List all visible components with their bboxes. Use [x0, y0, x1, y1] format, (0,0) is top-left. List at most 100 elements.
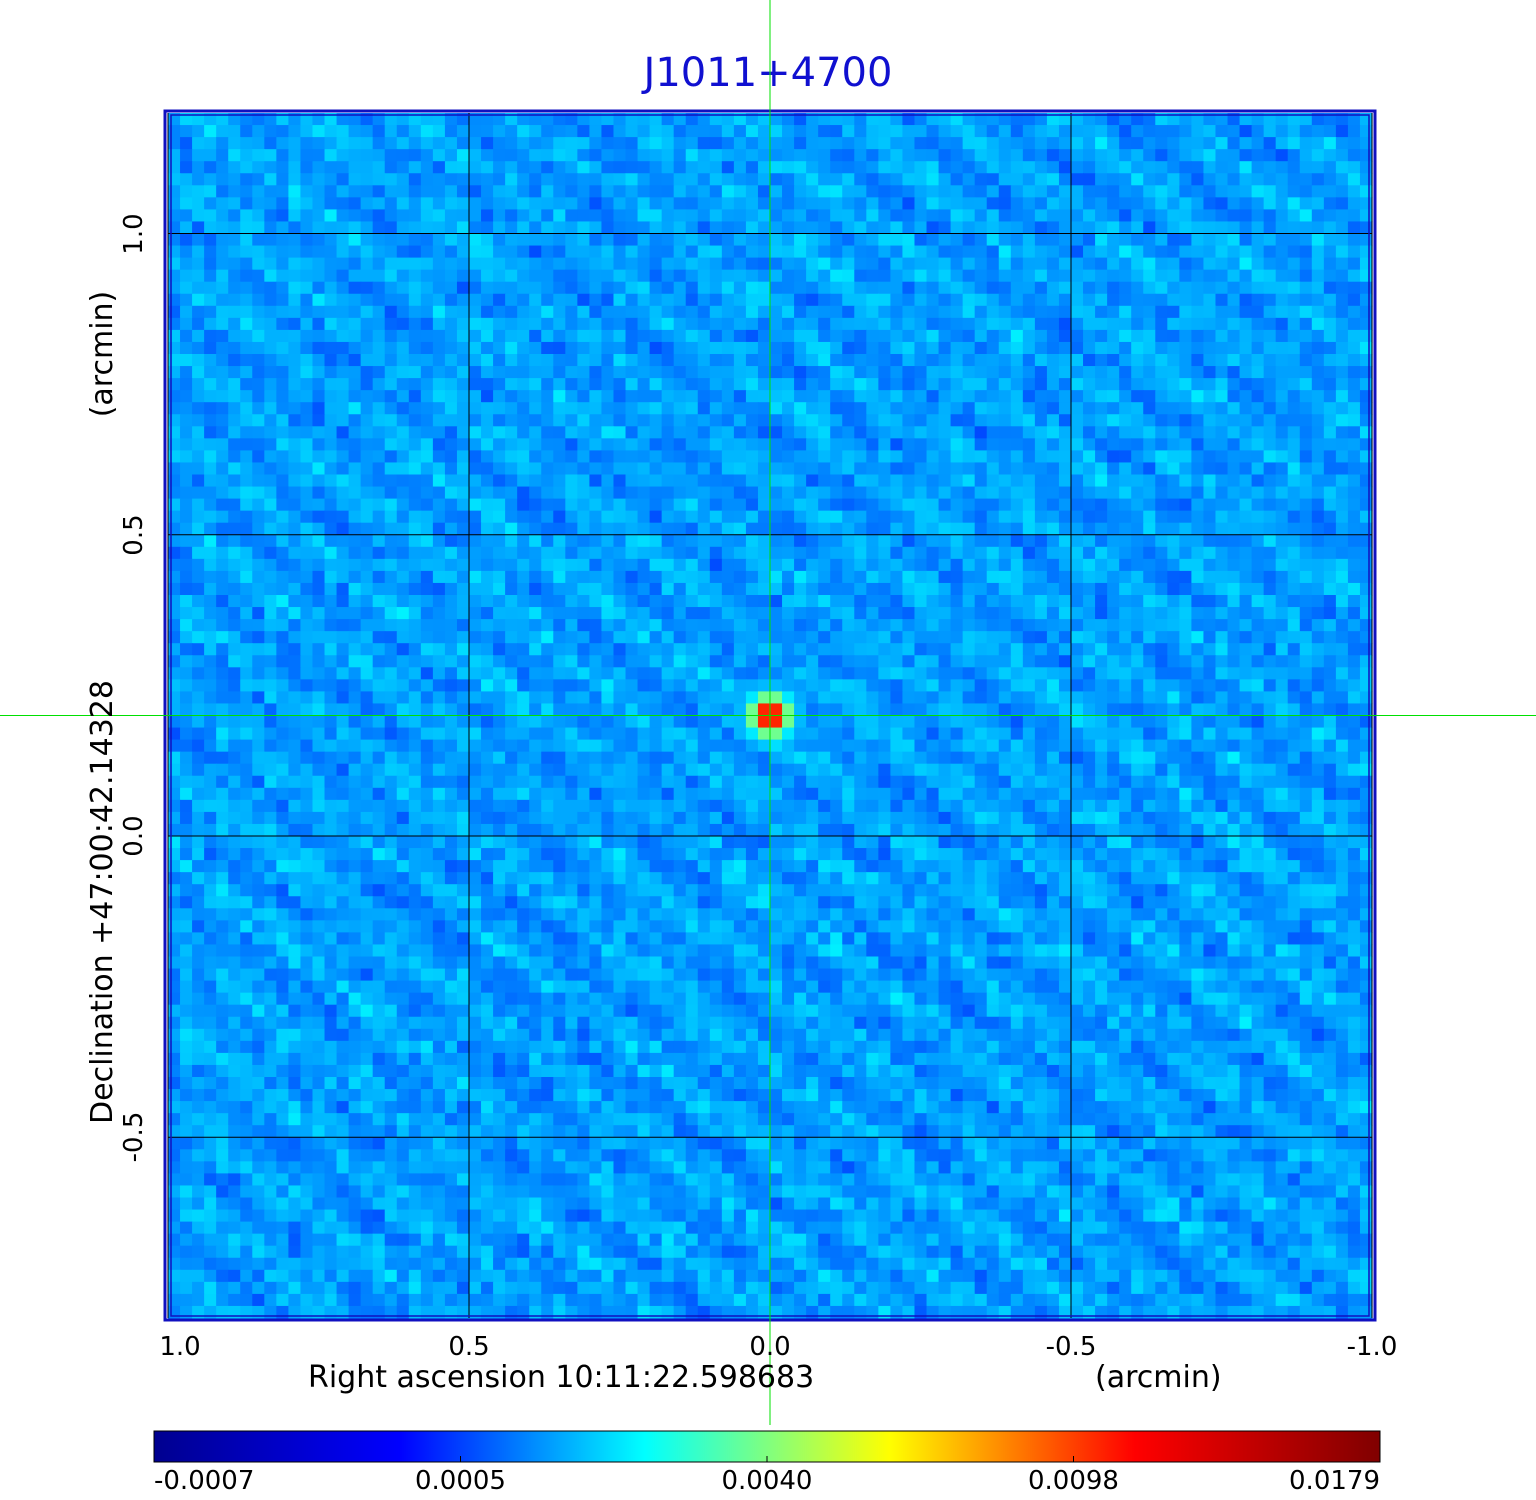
- heatmap-cell: [204, 570, 217, 584]
- heatmap-cell: [529, 450, 542, 464]
- heatmap-cell: [420, 558, 434, 572]
- heatmap-cell: [312, 450, 326, 464]
- heatmap-cell: [685, 329, 699, 343]
- heatmap-cell: [1046, 173, 1060, 186]
- heatmap-cell: [360, 257, 374, 271]
- heatmap-cell: [276, 522, 289, 536]
- heatmap-cell: [396, 317, 410, 331]
- heatmap-cell: [444, 570, 458, 584]
- heatmap-cell: [962, 366, 976, 379]
- heatmap-cell: [1083, 185, 1096, 198]
- heatmap-cell: [1275, 522, 1289, 536]
- heatmap-cell: [818, 149, 831, 162]
- heatmap-cell: [950, 655, 964, 668]
- heatmap-cell: [565, 305, 578, 319]
- heatmap-cell: [348, 655, 362, 668]
- heatmap-cell: [625, 221, 639, 235]
- heatmap-cell: [1179, 510, 1192, 524]
- heatmap-cell: [565, 667, 578, 680]
- heatmap-cell: [1239, 655, 1253, 668]
- heatmap-cell: [252, 402, 265, 415]
- heatmap-cell: [866, 329, 879, 343]
- heatmap-cell: [974, 378, 988, 391]
- heatmap-cell: [1227, 498, 1241, 512]
- heatmap-cell: [240, 667, 253, 680]
- heatmap-cell: [180, 113, 193, 126]
- heatmap-cell: [613, 450, 627, 464]
- heatmap-cell: [1083, 426, 1096, 439]
- heatmap-cell: [842, 462, 855, 476]
- heatmap-cell: [420, 269, 434, 283]
- heatmap-cell: [1215, 125, 1229, 138]
- heatmap-cell: [818, 486, 831, 500]
- heatmap-cell: [1131, 390, 1144, 403]
- heatmap-cell: [312, 426, 326, 439]
- heatmap-cell: [1251, 281, 1265, 295]
- heatmap-cell: [312, 354, 326, 367]
- heatmap-cell: [962, 510, 976, 524]
- heatmap-cell: [1323, 390, 1337, 403]
- heatmap-cell: [806, 643, 819, 656]
- heatmap-cell: [1215, 546, 1229, 560]
- heatmap-cell: [986, 390, 1000, 403]
- heatmap-cell: [1215, 619, 1229, 632]
- heatmap-cell: [1287, 257, 1301, 271]
- heatmap-cell: [1046, 655, 1060, 668]
- heatmap-cell: [529, 269, 542, 283]
- heatmap-cell: [565, 209, 578, 223]
- heatmap-cell: [1239, 137, 1253, 150]
- heatmap-cell: [890, 209, 904, 223]
- heatmap-cell: [914, 125, 928, 138]
- heatmap-cell: [1034, 233, 1048, 247]
- heatmap-cell: [384, 221, 398, 235]
- heatmap-cell: [962, 426, 976, 439]
- heatmap-cell: [866, 619, 879, 632]
- heatmap-cell: [1046, 619, 1060, 632]
- heatmap-cell: [1263, 366, 1277, 379]
- heatmap-cell: [529, 679, 542, 692]
- heatmap-cell: [866, 546, 879, 560]
- heatmap-cell: [709, 329, 723, 343]
- heatmap-cell: [721, 149, 735, 162]
- heatmap-cell: [1010, 703, 1024, 717]
- heatmap-cell: [733, 570, 747, 584]
- heatmap-cell: [1347, 341, 1361, 355]
- heatmap-cell: [264, 113, 277, 126]
- heatmap-cell: [1143, 703, 1156, 717]
- heatmap-cell: [204, 113, 217, 126]
- heatmap-cell: [408, 329, 422, 343]
- heatmap-cell: [1275, 366, 1289, 379]
- heatmap-cell: [1083, 450, 1096, 464]
- heatmap-cell: [529, 245, 542, 259]
- heatmap-cell: [1095, 643, 1108, 656]
- heatmap-cell: [601, 570, 615, 584]
- heatmap-cell: [745, 185, 759, 198]
- heatmap-cell: [637, 341, 651, 355]
- heatmap-cell: [336, 414, 350, 427]
- heatmap-cell: [517, 486, 530, 500]
- heatmap-cell: [950, 679, 964, 692]
- heatmap-cell: [1010, 221, 1024, 235]
- heatmap-cell: [1131, 414, 1144, 427]
- heatmap-cell: [685, 221, 699, 235]
- heatmap-cell: [577, 173, 590, 186]
- heatmap-cell: [926, 233, 940, 247]
- heatmap-cell: [408, 185, 422, 198]
- heatmap-cell: [697, 631, 711, 644]
- heatmap-cell: [1203, 643, 1217, 656]
- heatmap-cell: [818, 245, 831, 259]
- heatmap-cell: [360, 691, 374, 705]
- heatmap-cell: [1335, 558, 1349, 572]
- heatmap-cell: [625, 245, 639, 259]
- heatmap-cell: [757, 113, 771, 126]
- heatmap-cell: [1058, 317, 1072, 331]
- heatmap-cell: [1058, 390, 1072, 403]
- heatmap-cell: [661, 245, 675, 259]
- heatmap-cell: [1046, 691, 1060, 705]
- heatmap-cell: [1215, 450, 1229, 464]
- heatmap-cell: [1299, 450, 1313, 464]
- heatmap-cell: [794, 149, 807, 162]
- heatmap-cell: [240, 462, 253, 476]
- heatmap-cell: [336, 197, 350, 210]
- heatmap-cell: [637, 546, 651, 560]
